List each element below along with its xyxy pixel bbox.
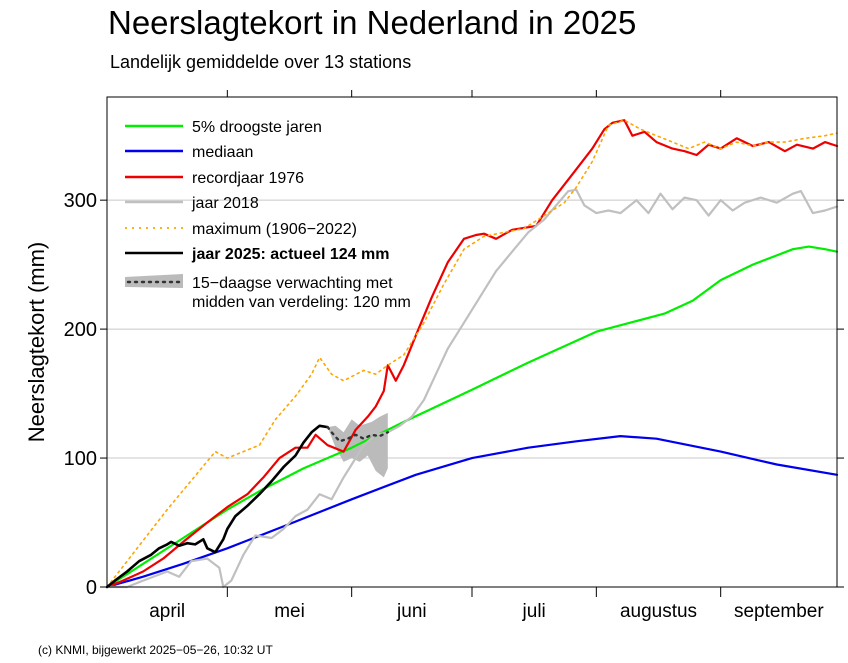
legend-label-4: maximum (1906−2022) — [192, 221, 357, 238]
x-tick-label-mei: mei — [274, 601, 305, 622]
x-tick-label-september: september — [734, 601, 824, 622]
x-tick-label-juli: juli — [522, 601, 546, 622]
legend-label-2: recordjaar 1976 — [192, 170, 304, 187]
legend: 5% droogste jaren mediaan recordjaar 1976 j… — [125, 119, 411, 311]
chart-title: Neerslagtekort in Nederland in 2025 — [108, 4, 637, 41]
y-tick-label-300: 300 — [64, 190, 97, 212]
y-tick-label-100: 100 — [64, 448, 97, 470]
y-tick-label-0: 0 — [86, 577, 97, 599]
axis-layer: 0 100 200 300 april mei juni juli augustus septem… — [64, 90, 844, 622]
series-line-0 — [105, 245, 839, 589]
y-axis-label: Neerslagtekort (mm) — [24, 242, 49, 442]
series-line-5 — [105, 424, 329, 589]
x-tick-label-juni: juni — [396, 601, 427, 622]
series-line-2 — [105, 119, 839, 589]
series-line-4 — [106, 119, 838, 588]
x-tick-label-april: april — [149, 601, 185, 622]
legend-label-5: jaar 2025: actueel 124 mm — [191, 246, 389, 263]
legend-label-3: jaar 2018 — [191, 195, 259, 212]
series-line-3 — [105, 188, 839, 589]
forecast-median-line — [326, 425, 389, 443]
legend-label-1: mediaan — [192, 144, 253, 161]
legend-forecast-label-line1: 15−daagse verwachting met — [192, 275, 393, 292]
chart-area: 0 100 200 300 april mei juni juli augustus septem… — [24, 90, 844, 622]
series-layer — [105, 119, 839, 589]
chart-subtitle: Landelijk gemiddelde over 13 stations — [110, 52, 412, 72]
footer-credit: (c) KNMI, bijgewerkt 2025−05−26, 10:32 U… — [38, 643, 273, 657]
grid-lines — [107, 199, 837, 459]
y-tick-label-200: 200 — [64, 319, 97, 341]
legend-forecast-band — [125, 274, 183, 288]
legend-label-0: 5% droogste jaren — [192, 119, 322, 136]
series-line-1 — [105, 435, 839, 589]
legend-forecast-label-line2: midden van verdeling: 120 mm — [192, 294, 411, 311]
x-tick-label-augustus: augustus — [620, 601, 697, 622]
